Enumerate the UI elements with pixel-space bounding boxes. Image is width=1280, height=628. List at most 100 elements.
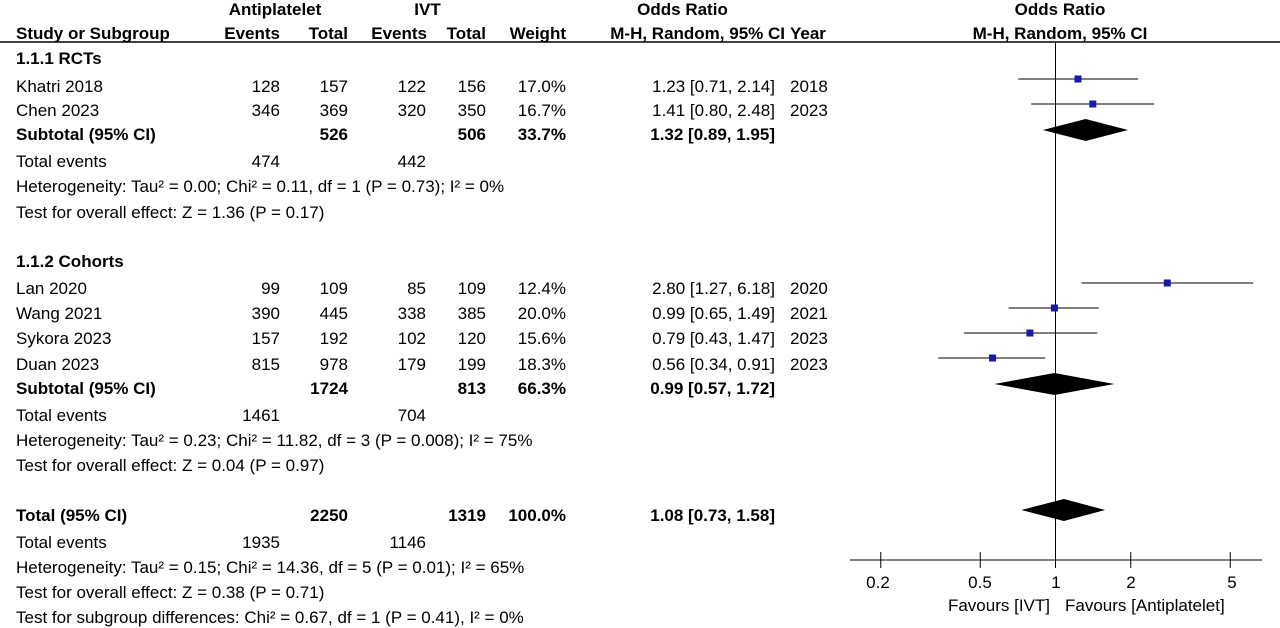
- total1-cell: 109: [319, 279, 348, 298]
- overall-effect-text: Test for overall effect: Z = 0.38 (P = 0…: [16, 583, 325, 602]
- year-cell: 2023: [790, 101, 828, 120]
- total2-cell: 156: [457, 77, 486, 96]
- heterogeneity-text: Heterogeneity: Tau² = 0.00; Chi² = 0.11,…: [16, 177, 505, 196]
- study-marker: [1074, 75, 1082, 83]
- total-events-label: Total events: [16, 406, 107, 425]
- total1-header: Total: [308, 24, 348, 43]
- ci-cell: 0.99 [0.65, 1.49]: [652, 304, 775, 323]
- axis-tick-label: 5: [1227, 573, 1237, 592]
- pooled-diamond: [1042, 119, 1129, 141]
- events1-cell: 99: [261, 279, 280, 298]
- year-cell: 2021: [790, 304, 828, 323]
- year-cell: 2020: [790, 279, 828, 298]
- weight-cell: 17.0%: [517, 77, 566, 96]
- heterogeneity-text: Heterogeneity: Tau² = 0.23; Chi² = 11.82…: [16, 431, 533, 450]
- total-ci: 1.08 [0.73, 1.58]: [650, 506, 775, 525]
- total1-cell: 369: [319, 101, 348, 120]
- subtotal-total2: 506: [457, 125, 486, 144]
- weight-cell: 18.3%: [517, 355, 566, 374]
- total2-cell: 120: [457, 329, 486, 348]
- study-name: Wang 2021: [16, 304, 103, 323]
- events1-cell: 157: [251, 329, 280, 348]
- total-total2: 1319: [448, 506, 486, 525]
- subtotal-label: Subtotal (95% CI): [16, 379, 156, 398]
- year-cell: 2018: [790, 77, 828, 96]
- total1-cell: 978: [319, 355, 348, 374]
- events2-cell: 102: [397, 329, 426, 348]
- total-events1: 1935: [242, 533, 280, 552]
- study-marker: [989, 354, 997, 362]
- events1-cell: 128: [251, 77, 280, 96]
- ci-cell: 0.56 [0.34, 0.91]: [652, 355, 775, 374]
- events1-header: Events: [224, 24, 280, 43]
- total-events2: 1146: [389, 533, 426, 552]
- subgroup-title-rcts: 1.1.1 RCTs: [16, 49, 102, 68]
- pooled-diamond: [994, 373, 1115, 395]
- subtotal-ci: 0.99 [0.57, 1.72]: [650, 379, 775, 398]
- total-events1: 474: [251, 152, 280, 171]
- total2-cell: 385: [457, 304, 486, 323]
- events2-cell: 338: [397, 304, 426, 323]
- subtotal-label: Subtotal (95% CI): [16, 125, 156, 144]
- subtotal-total1: 526: [319, 125, 348, 144]
- study-marker: [1050, 304, 1058, 312]
- total-events2: 442: [397, 152, 426, 171]
- weight-cell: 20.0%: [517, 304, 566, 323]
- weight-cell: 15.6%: [517, 329, 566, 348]
- total-events1: 1461: [242, 406, 280, 425]
- total-events-label: Total events: [16, 152, 107, 171]
- total-total1: 2250: [310, 506, 348, 525]
- study-name: Chen 2023: [16, 101, 100, 120]
- total2-header: Total: [446, 24, 486, 43]
- events1-cell: 815: [251, 355, 280, 374]
- study-name: Khatri 2018: [16, 77, 103, 96]
- year-header: Year: [790, 24, 826, 43]
- events2-cell: 122: [397, 77, 426, 96]
- weight-cell: 16.7%: [517, 101, 566, 120]
- axis-tick-label: 0.2: [866, 573, 890, 592]
- group2-header: IVT: [414, 0, 441, 19]
- study-marker: [1026, 329, 1034, 337]
- method-header-left: M-H, Random, 95% CI: [610, 24, 785, 43]
- study-name: Sykora 2023: [16, 329, 112, 348]
- favours-right-label: Favours [Antiplatelet]: [1065, 596, 1225, 615]
- total1-cell: 445: [319, 304, 348, 323]
- axis-tick-label: 1: [1051, 573, 1061, 592]
- ci-cell: 2.80 [1.27, 6.18]: [652, 279, 775, 298]
- subtotal-weight: 33.7%: [517, 125, 566, 144]
- study-name: Lan 2020: [16, 279, 87, 298]
- events2-cell: 320: [397, 101, 426, 120]
- events2-header: Events: [371, 24, 427, 43]
- weight-cell: 12.4%: [517, 279, 566, 298]
- group1-header: Antiplatelet: [228, 0, 322, 19]
- events2-cell: 85: [407, 279, 426, 298]
- events1-cell: 346: [251, 101, 280, 120]
- total-events2: 704: [397, 406, 426, 425]
- total2-cell: 199: [457, 355, 486, 374]
- subtotal-total2: 813: [457, 379, 486, 398]
- method-header-right: M-H, Random, 95% CI: [972, 24, 1148, 43]
- total-weight: 100.0%: [508, 506, 566, 525]
- study-column-header: Study or Subgroup: [16, 24, 170, 43]
- overall-effect-text: Test for overall effect: Z = 0.04 (P = 0…: [16, 456, 325, 475]
- total1-cell: 157: [319, 77, 348, 96]
- study-name: Duan 2023: [16, 355, 100, 374]
- favours-left-label: Favours [IVT]: [947, 596, 1050, 615]
- ci-cell: 1.41 [0.80, 2.48]: [652, 101, 775, 120]
- ci-cell: 1.23 [0.71, 2.14]: [652, 77, 775, 96]
- heterogeneity-text: Heterogeneity: Tau² = 0.15; Chi² = 14.36…: [16, 558, 525, 577]
- year-cell: 2023: [790, 329, 828, 348]
- pooled-diamond: [1021, 499, 1106, 521]
- subgroup-title-cohorts: 1.1.2 Cohorts: [16, 252, 124, 271]
- overall-effect-text: Test for overall effect: Z = 1.36 (P = 0…: [16, 203, 325, 222]
- subtotal-total1: 1724: [310, 379, 348, 398]
- events1-cell: 390: [251, 304, 280, 323]
- subtotal-ci: 1.32 [0.89, 1.95]: [650, 125, 775, 144]
- year-cell: 2023: [790, 355, 828, 374]
- subtotal-weight: 66.3%: [517, 379, 566, 398]
- total1-cell: 192: [319, 329, 348, 348]
- total-events-label: Total events: [16, 533, 107, 552]
- total-label: Total (95% CI): [16, 506, 128, 525]
- total2-cell: 109: [457, 279, 486, 298]
